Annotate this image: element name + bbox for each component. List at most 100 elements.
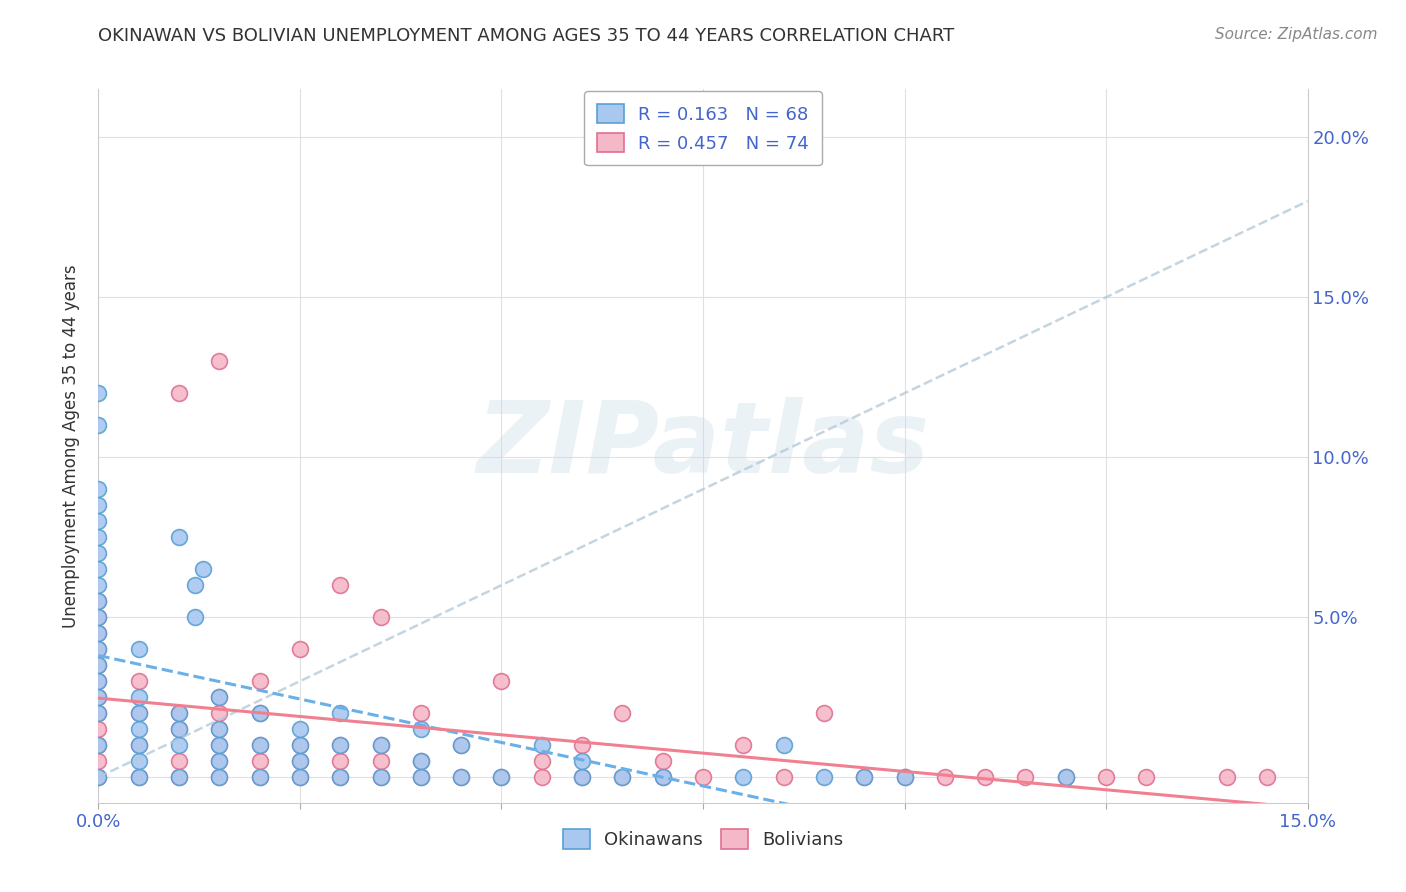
Point xyxy=(87,658,110,673)
Point xyxy=(934,770,956,784)
Point xyxy=(193,562,215,576)
Point xyxy=(772,770,794,784)
Point xyxy=(87,514,110,528)
Point xyxy=(288,738,311,752)
Point xyxy=(167,722,190,736)
Point xyxy=(571,770,593,784)
Point xyxy=(1095,770,1118,784)
Point xyxy=(128,738,150,752)
Point xyxy=(288,754,311,768)
Point xyxy=(208,770,231,784)
Point xyxy=(288,770,311,784)
Point xyxy=(208,770,231,784)
Point xyxy=(853,770,876,784)
Point xyxy=(409,770,432,784)
Point xyxy=(167,754,190,768)
Point xyxy=(288,754,311,768)
Point xyxy=(128,706,150,721)
Point xyxy=(87,706,110,721)
Point xyxy=(612,706,634,721)
Point xyxy=(87,674,110,689)
Point xyxy=(87,722,110,736)
Point xyxy=(128,642,150,657)
Point xyxy=(329,770,352,784)
Point xyxy=(329,578,352,592)
Point xyxy=(772,738,794,752)
Point xyxy=(87,738,110,752)
Point xyxy=(288,642,311,657)
Point xyxy=(491,674,513,689)
Point xyxy=(329,770,352,784)
Point xyxy=(87,690,110,705)
Point xyxy=(733,770,755,784)
Point xyxy=(208,706,231,721)
Point xyxy=(612,770,634,784)
Point xyxy=(409,754,432,768)
Point xyxy=(1216,770,1239,784)
Point xyxy=(974,770,997,784)
Point xyxy=(1054,770,1077,784)
Point xyxy=(87,642,110,657)
Point xyxy=(893,770,915,784)
Point xyxy=(893,770,915,784)
Point xyxy=(370,754,392,768)
Y-axis label: Unemployment Among Ages 35 to 44 years: Unemployment Among Ages 35 to 44 years xyxy=(62,264,80,628)
Point xyxy=(87,498,110,512)
Point xyxy=(87,610,110,624)
Point xyxy=(184,578,207,592)
Point xyxy=(1135,770,1157,784)
Point xyxy=(571,770,593,784)
Point xyxy=(87,770,110,784)
Text: Source: ZipAtlas.com: Source: ZipAtlas.com xyxy=(1215,27,1378,42)
Point xyxy=(208,690,231,705)
Point xyxy=(128,738,150,752)
Point xyxy=(87,594,110,608)
Point xyxy=(329,738,352,752)
Point xyxy=(249,706,271,721)
Point xyxy=(208,690,231,705)
Point xyxy=(1014,770,1036,784)
Point xyxy=(208,754,231,768)
Point xyxy=(329,706,352,721)
Point xyxy=(87,418,110,433)
Point xyxy=(853,770,876,784)
Point xyxy=(87,626,110,640)
Point xyxy=(571,738,593,752)
Point xyxy=(370,770,392,784)
Point xyxy=(249,754,271,768)
Point xyxy=(249,738,271,752)
Point xyxy=(128,754,150,768)
Point xyxy=(249,674,271,689)
Point xyxy=(128,722,150,736)
Point xyxy=(167,386,190,401)
Point xyxy=(167,770,190,784)
Point xyxy=(87,658,110,673)
Point xyxy=(87,386,110,401)
Point xyxy=(167,530,190,544)
Point xyxy=(87,482,110,496)
Point xyxy=(450,738,472,752)
Point xyxy=(409,722,432,736)
Point xyxy=(208,754,231,768)
Point xyxy=(208,722,231,736)
Point xyxy=(491,770,513,784)
Point xyxy=(128,770,150,784)
Point xyxy=(208,738,231,752)
Point xyxy=(692,770,714,784)
Point xyxy=(450,738,472,752)
Point xyxy=(87,594,110,608)
Point xyxy=(733,738,755,752)
Legend: Okinawans, Bolivians: Okinawans, Bolivians xyxy=(554,820,852,858)
Point xyxy=(491,770,513,784)
Point xyxy=(184,610,207,624)
Point xyxy=(571,754,593,768)
Point xyxy=(409,754,432,768)
Point xyxy=(1054,770,1077,784)
Point xyxy=(813,706,835,721)
Point xyxy=(249,738,271,752)
Point xyxy=(288,738,311,752)
Point xyxy=(128,770,150,784)
Point xyxy=(288,722,311,736)
Point xyxy=(87,578,110,592)
Point xyxy=(288,770,311,784)
